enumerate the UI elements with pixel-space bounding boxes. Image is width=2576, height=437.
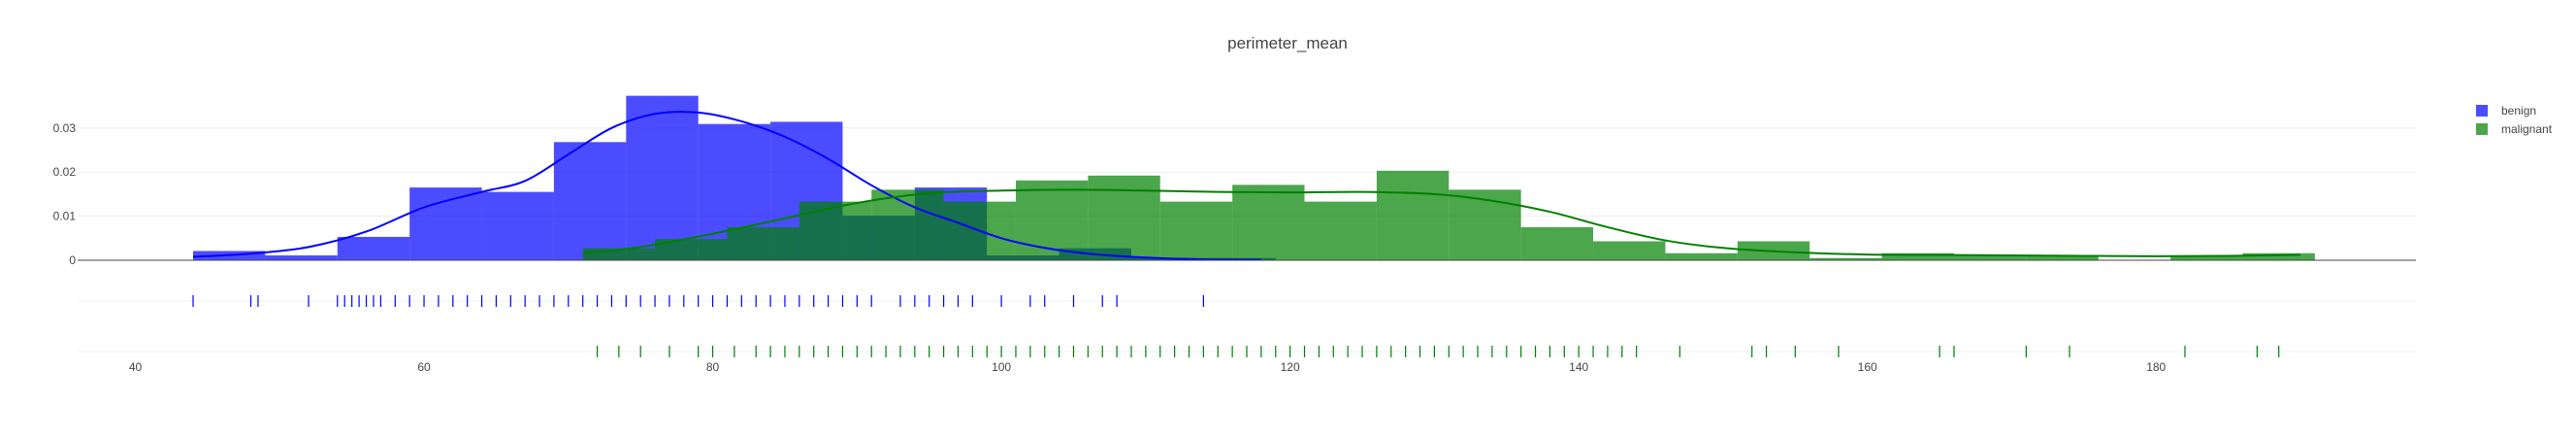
x-axis: 40 60 80 100 120 140 160 180 — [129, 360, 2167, 374]
y-tick-label: 0.01 — [53, 210, 77, 223]
legend-item-benign[interactable]: benign — [2476, 104, 2536, 118]
malignant-bar[interactable] — [871, 189, 944, 260]
benign-bar[interactable] — [553, 142, 627, 260]
malignant-bar[interactable] — [1304, 201, 1377, 260]
histogram-bars — [193, 95, 2315, 260]
y-tick-label: 0 — [69, 253, 76, 267]
malignant-bar[interactable] — [1953, 255, 2027, 260]
malignant-bar[interactable] — [1015, 180, 1089, 260]
benign-bar[interactable] — [265, 255, 338, 260]
x-tick-label: 80 — [706, 360, 720, 374]
density-curves — [192, 111, 2301, 261]
malignant-bar[interactable] — [1665, 252, 1738, 260]
malignant-bar[interactable] — [2170, 255, 2243, 260]
malignant-bar[interactable] — [727, 226, 799, 260]
malignant-bar[interactable] — [1449, 189, 1521, 260]
x-tick-label: 40 — [129, 360, 143, 374]
y-tick-label: 0.03 — [53, 121, 77, 135]
benign-bar[interactable] — [337, 236, 410, 260]
legend-swatch — [2476, 105, 2488, 117]
x-tick-label: 180 — [2146, 360, 2166, 374]
rug-plots — [192, 295, 2280, 357]
y-axis: 0 0.01 0.02 0.03 — [53, 121, 77, 267]
x-tick-label: 160 — [1858, 360, 1877, 374]
malignant-bar[interactable] — [1232, 185, 1305, 260]
benign-bar[interactable] — [409, 187, 482, 260]
x-tick-label: 140 — [1569, 360, 1588, 374]
malignant-bar[interactable] — [655, 239, 728, 260]
malignant-bar[interactable] — [2026, 255, 2099, 260]
malignant-bar[interactable] — [1088, 175, 1160, 260]
malignant-bar[interactable] — [1520, 226, 1594, 260]
legend-item-malignant[interactable]: malignant — [2476, 122, 2553, 136]
legend-label: benign — [2501, 104, 2536, 118]
legend-label: malignant — [2501, 122, 2553, 136]
malignant-bar[interactable] — [1376, 170, 1450, 260]
malignant-kde-curve[interactable] — [582, 188, 2301, 257]
x-tick-label: 100 — [992, 360, 1011, 374]
malignant-bar[interactable] — [1881, 252, 1954, 260]
malignant-bar[interactable] — [799, 201, 872, 260]
malignant-bar[interactable] — [1810, 257, 1882, 260]
benign-kde-curve[interactable] — [192, 111, 1261, 261]
x-tick-label: 120 — [1281, 360, 1300, 374]
malignant-bar[interactable] — [1593, 241, 1666, 260]
malignant-bar[interactable] — [2242, 252, 2315, 260]
x-tick-label: 60 — [417, 360, 431, 374]
benign-bar[interactable] — [481, 191, 554, 260]
legend-swatch — [2476, 123, 2488, 135]
legend[interactable]: benign malignant — [2476, 104, 2553, 136]
malignant-bar[interactable] — [1159, 201, 1233, 260]
y-tick-label: 0.02 — [53, 165, 77, 179]
chart-title: perimeter_mean — [1227, 34, 1348, 52]
benign-bar[interactable] — [626, 95, 699, 260]
